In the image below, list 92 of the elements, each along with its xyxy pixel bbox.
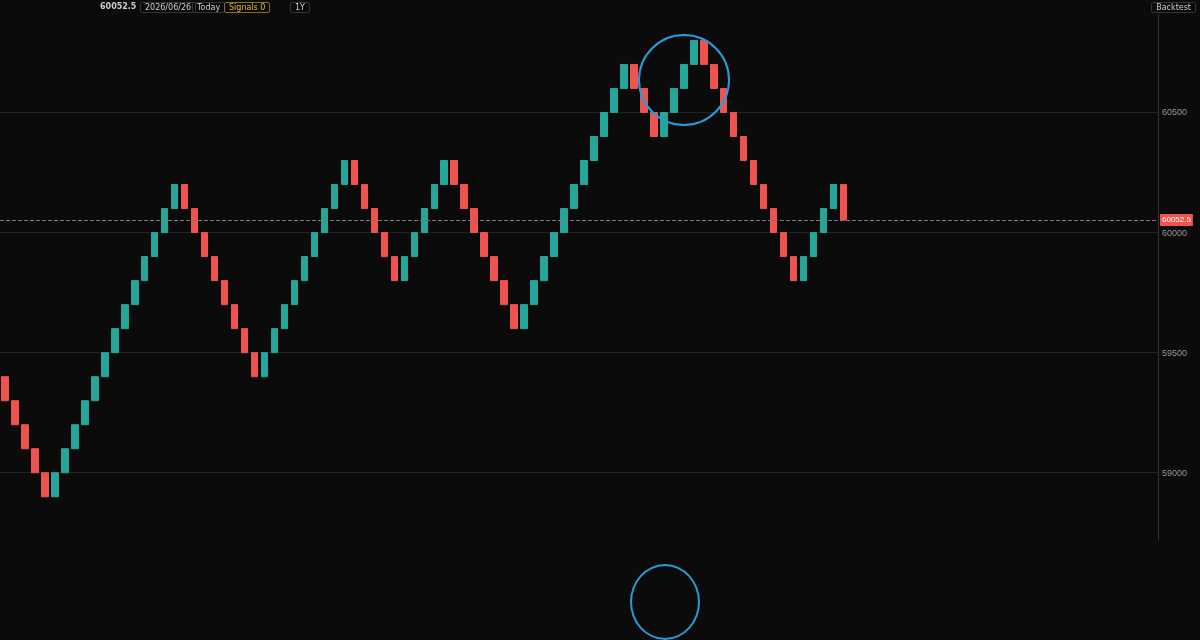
y-tick-label: 59500	[1162, 347, 1188, 358]
candlestick	[790, 256, 797, 282]
candlestick	[770, 208, 777, 234]
candlestick	[740, 135, 747, 162]
ref-line-label: 60052.5	[1162, 215, 1192, 225]
candlestick	[490, 256, 498, 282]
candlestick	[600, 111, 608, 137]
candlestick	[161, 208, 168, 234]
candlestick	[351, 160, 358, 186]
candlestick	[391, 256, 398, 282]
candlestick	[21, 424, 29, 450]
candlestick	[500, 280, 508, 306]
candlestick	[480, 232, 488, 258]
candlestick	[810, 232, 817, 258]
candlestick	[31, 448, 39, 474]
candlestick	[570, 184, 578, 210]
text: 1Y	[290, 2, 310, 13]
candlestick	[271, 328, 278, 354]
candlestick	[470, 208, 478, 234]
candlestick	[680, 63, 688, 89]
candlestick	[510, 304, 518, 330]
candlestick	[231, 304, 238, 330]
candlestick	[151, 232, 158, 258]
candlestick	[610, 87, 618, 113]
candlestick	[321, 208, 328, 234]
candlestick	[540, 256, 548, 282]
candlestick	[71, 424, 79, 450]
y-tick-label: 59000	[1162, 467, 1188, 478]
candlestick	[730, 111, 737, 137]
candlestick	[81, 400, 89, 426]
text: 2026/06/26	[140, 2, 197, 13]
candlestick	[550, 232, 558, 258]
candlestick	[620, 63, 628, 89]
candlestick	[371, 208, 378, 234]
candlestick	[460, 184, 468, 210]
candlestick	[530, 280, 538, 306]
candlestick	[131, 280, 139, 306]
candlestick	[760, 184, 767, 210]
candlestick	[181, 184, 188, 210]
candlestick	[171, 184, 178, 210]
text: Today	[192, 2, 226, 13]
candlestick	[41, 472, 49, 498]
candlestick	[580, 160, 588, 186]
candlestick	[411, 232, 418, 258]
y-tick-label: 60500	[1162, 107, 1188, 118]
candlestick	[700, 39, 708, 65]
candlestick	[11, 400, 19, 426]
candlestick	[630, 63, 638, 89]
text: Backtest	[1151, 2, 1196, 13]
text: Signals 0	[224, 2, 271, 13]
candlestick	[520, 304, 528, 330]
candlestick	[1, 376, 9, 402]
candlestick	[261, 352, 268, 378]
candlestick	[291, 280, 298, 306]
candlestick	[670, 87, 678, 113]
candlestick	[281, 304, 288, 330]
candlestick	[830, 184, 837, 210]
candlestick	[111, 328, 119, 354]
text: 60052.5	[99, 2, 138, 11]
candlestick	[421, 208, 428, 234]
candlestick	[211, 256, 218, 282]
candlestick	[560, 208, 568, 234]
candlestick	[221, 280, 228, 306]
candlestick	[690, 39, 698, 65]
candlestick	[311, 232, 318, 258]
candlestick	[301, 256, 308, 282]
candlestick	[331, 184, 338, 210]
candlestick	[121, 304, 129, 330]
candlestick	[750, 160, 757, 186]
candlestick	[241, 328, 248, 354]
candlestick	[91, 376, 99, 402]
candlestick	[141, 256, 148, 282]
candlestick	[191, 208, 198, 234]
candlestick	[710, 63, 718, 89]
candlestick	[450, 160, 458, 186]
y-tick-label: 60000	[1162, 227, 1188, 238]
candlestick	[101, 352, 109, 378]
candlestick	[201, 232, 208, 258]
candlestick	[361, 184, 368, 210]
candlestick	[251, 352, 258, 378]
candlestick	[820, 208, 827, 234]
candlestick	[51, 472, 59, 498]
candlestick	[590, 135, 598, 162]
candlestick	[440, 160, 448, 186]
candlestick	[401, 256, 408, 282]
candlestick	[840, 184, 847, 221]
candlestick	[800, 256, 807, 282]
candlestick	[61, 448, 69, 474]
candlestick	[780, 232, 787, 258]
candlestick	[431, 184, 438, 210]
candlestick	[381, 232, 388, 258]
candlestick	[341, 160, 348, 186]
